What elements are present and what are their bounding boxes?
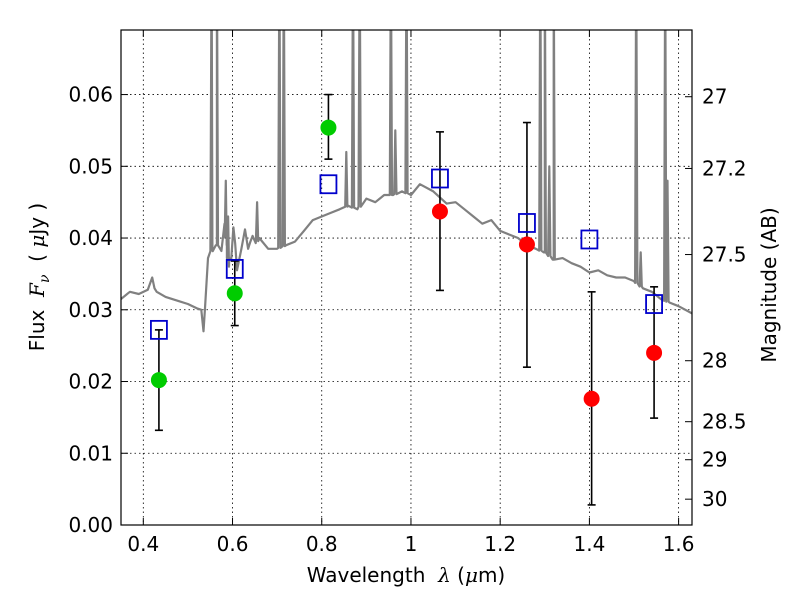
- right-tick-label: 27.5: [702, 243, 747, 267]
- right-tick-label: 30: [702, 487, 727, 511]
- model-photometry-point: [225, 258, 244, 279]
- non-detection-point: [583, 390, 600, 407]
- x-axis-ticks: 0.4 0.6 0.8 1 1.2 1.4 1.6: [127, 30, 695, 556]
- non-detection-point: [646, 344, 663, 361]
- y-tick-label: 0.01: [68, 441, 113, 465]
- right-tick-label: 27: [702, 85, 727, 109]
- x-tick-label: 1.6: [663, 532, 695, 556]
- right-axis-label: Magnitude (AB): [757, 207, 781, 362]
- right-tick-label: 28.5: [702, 410, 747, 434]
- model-photometry-point: [580, 229, 599, 250]
- model-photometry-point: [150, 319, 168, 340]
- detection-point: [150, 372, 167, 389]
- non-detection-point: [518, 236, 535, 253]
- right-axis-ticks: 27 27.2 27.5 28 28.5 29 30: [685, 85, 747, 511]
- y-tick-label: 0.00: [68, 513, 113, 537]
- model-spectrum-line: [121, 30, 692, 333]
- x-tick-label: 0.8: [306, 532, 338, 556]
- model-photometry-point: [518, 213, 536, 233]
- y-tick-label: 0.05: [68, 154, 113, 178]
- x-tick-label: 0.6: [217, 532, 249, 556]
- x-tick-label: 1.4: [573, 532, 605, 556]
- model-photometry-point: [645, 294, 663, 314]
- y-tick-label: 0.02: [68, 370, 113, 394]
- detection-point: [320, 119, 337, 136]
- x-tick-label: 1.2: [484, 532, 516, 556]
- y-tick-label: 0.04: [68, 226, 113, 250]
- non-detection-point: [431, 203, 448, 220]
- y-tick-label: 0.06: [68, 83, 113, 107]
- x-tick-label: 1: [405, 532, 418, 556]
- x-tick-label: 0.4: [127, 532, 159, 556]
- model-photometry-point: [319, 174, 338, 195]
- plot-area: [121, 30, 692, 506]
- model-photometry-point: [431, 168, 449, 189]
- detection-point: [226, 285, 243, 302]
- x-axis-label: Wavelength λ (μm): [307, 563, 506, 587]
- y-tick-label: 0.03: [68, 298, 113, 322]
- right-tick-label: 29: [702, 448, 727, 472]
- right-tick-label: 28: [702, 349, 727, 373]
- y-axis-ticks: 0.00 0.01 0.02 0.03 0.04 0.05 0.06: [68, 83, 128, 537]
- y-axis-label: Flux Fν ( μJy ): [25, 203, 53, 351]
- right-tick-label: 27.2: [702, 156, 747, 180]
- plot-frame: [120, 29, 693, 526]
